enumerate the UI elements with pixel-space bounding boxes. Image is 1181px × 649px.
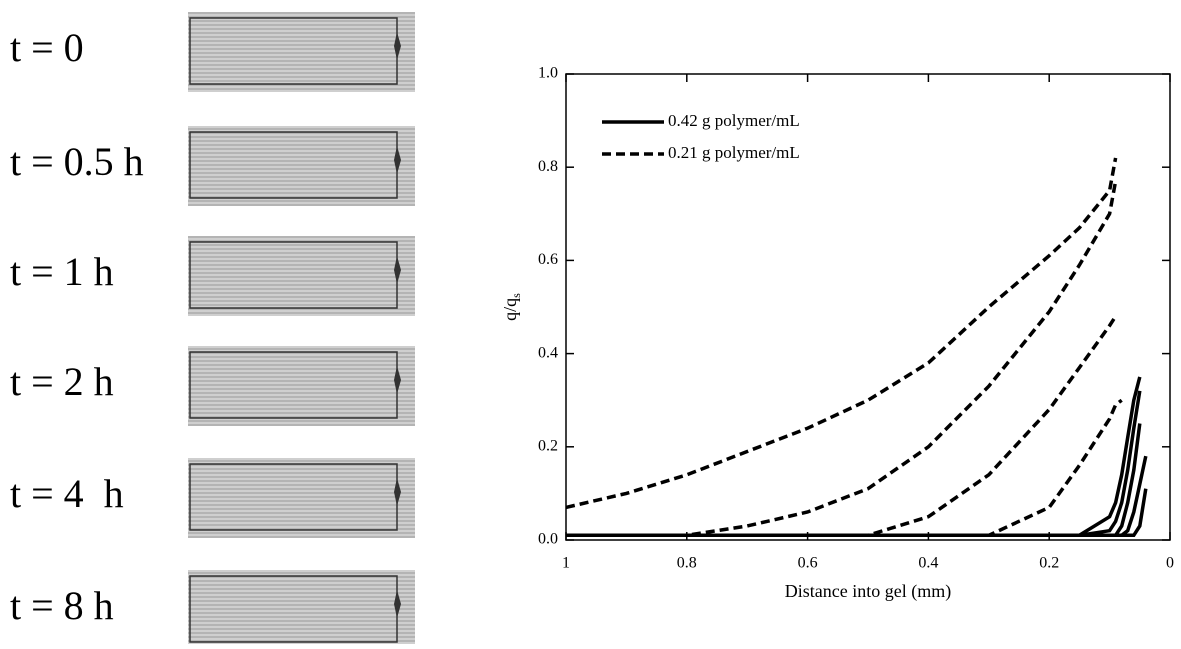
y-axis-label: q/qs <box>500 293 523 321</box>
y-axis-label-main: q/q <box>500 298 520 321</box>
panel-label: t = 4 h <box>10 471 124 516</box>
x-tick-label: 0.8 <box>677 555 697 572</box>
curve <box>566 423 1142 538</box>
x-axis-label: Distance into gel (mm) <box>785 581 951 602</box>
plot-frame <box>565 73 1171 541</box>
legend-label: 0.42 g polymer/mL <box>668 111 800 130</box>
x-tick-label: 1 <box>562 555 570 572</box>
gel-image <box>188 570 415 649</box>
y-tick-label: 0.6 <box>538 251 558 268</box>
panel-label: t = 0.5 h <box>10 139 144 184</box>
y-tick-label: 0.4 <box>538 344 558 361</box>
y-axis-label-sub: s <box>509 293 523 298</box>
x-tick-label: 0.2 <box>1039 555 1059 572</box>
x-tick-label: 0.4 <box>918 555 938 572</box>
chart: 0.0 0.2 0.4 0.6 0.8 1.0 1 0.8 0.6 0.4 0.2 0 Distance… <box>500 65 1174 602</box>
legend-label: 0.21 g polymer/mL <box>668 143 800 162</box>
y-tick-label: 0.2 <box>538 437 558 454</box>
y-tick-label: 0.8 <box>538 158 558 175</box>
gel-front <box>394 366 401 394</box>
gel-front <box>394 590 401 618</box>
gel-front <box>394 32 401 60</box>
x-tick-label: 0.6 <box>798 555 818 572</box>
panel-label: t = 1 h <box>10 249 114 294</box>
panel-label: t = 0 <box>10 25 84 70</box>
curve <box>566 398 1123 538</box>
y-tick-label: 0.0 <box>538 531 558 548</box>
curve <box>566 315 1118 538</box>
gel-image <box>188 236 415 316</box>
gel-image <box>188 346 415 426</box>
y-tick-label: 1.0 <box>538 65 558 82</box>
gel-image <box>188 126 415 206</box>
x-tick-label: 0 <box>1166 555 1174 572</box>
gel-front <box>394 478 401 506</box>
gel-image <box>188 458 415 538</box>
gel-front <box>394 256 401 284</box>
curve <box>566 390 1142 538</box>
curve <box>565 157 1118 510</box>
panel-label: t = 2 h <box>10 359 114 404</box>
panels: t = 0 t = 0.5 h t = 1 h t = 2 h t = 4 h t = 8… <box>10 12 415 649</box>
panel-label: t = 8 h <box>10 583 114 628</box>
curve <box>566 180 1118 538</box>
gel-front <box>394 146 401 174</box>
gel-image <box>188 12 415 92</box>
